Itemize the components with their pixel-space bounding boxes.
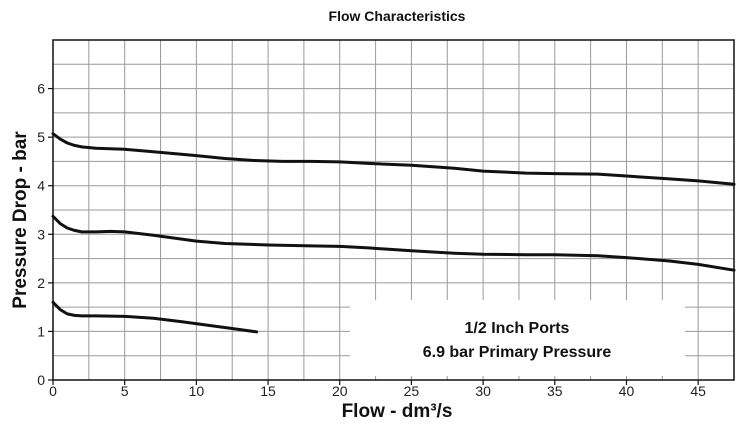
series-line-1 <box>51 132 736 186</box>
annotation-box <box>350 300 685 376</box>
x-tick-label: 25 <box>404 383 420 399</box>
annotation-line-2: 6.9 bar Primary Pressure <box>423 344 612 361</box>
x-tick-label: 35 <box>547 383 563 399</box>
y-axis-label: Pressure Drop - bar <box>10 131 31 309</box>
chart-title: Flow Characteristics <box>328 8 466 24</box>
series-line-2 <box>51 214 736 272</box>
y-tick-label: 6 <box>37 81 45 97</box>
x-tick-label: 40 <box>619 383 635 399</box>
y-tick-label: 1 <box>37 323 45 339</box>
y-tick-label: 5 <box>37 129 45 145</box>
series-group <box>51 132 736 334</box>
x-axis-label: Flow - dm³/s <box>342 401 453 422</box>
y-tick-label: 0 <box>37 372 45 388</box>
y-tick-label: 3 <box>37 226 45 242</box>
x-tick-label: 0 <box>49 383 57 399</box>
x-tick-label: 15 <box>260 383 276 399</box>
x-tick-label: 10 <box>189 383 205 399</box>
y-tick-label: 4 <box>37 178 45 194</box>
series-line-3 <box>51 300 259 334</box>
plot-area <box>52 39 735 381</box>
x-tick-label: 20 <box>332 383 348 399</box>
y-tick-label: 2 <box>37 275 45 291</box>
x-tick-label: 30 <box>475 383 491 399</box>
x-tick-label: 5 <box>121 383 129 399</box>
annotation-line-1: 1/2 Inch Ports <box>465 320 570 337</box>
x-tick-label: 45 <box>690 383 706 399</box>
